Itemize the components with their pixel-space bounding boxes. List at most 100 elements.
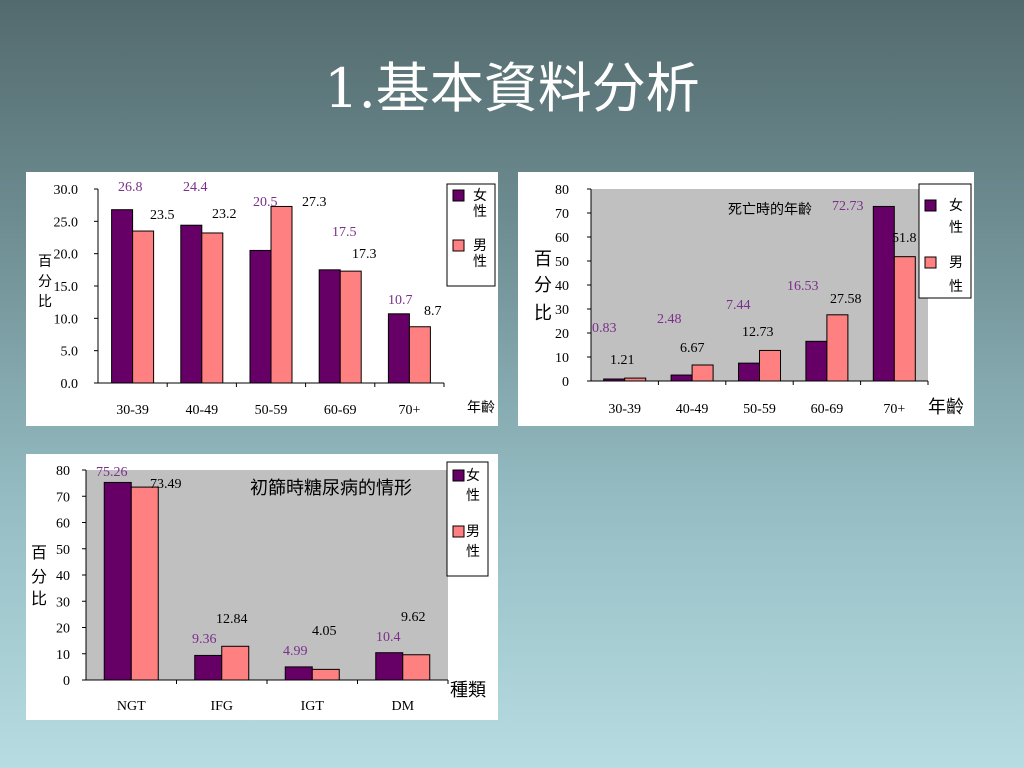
data-label-female: 0.83 bbox=[592, 321, 617, 336]
y-tick-label: 80 bbox=[56, 464, 70, 479]
bar-female bbox=[194, 654, 223, 681]
data-label-female: 75.26 bbox=[96, 465, 128, 480]
bar-male bbox=[201, 232, 224, 384]
data-label-female: 20.5 bbox=[253, 195, 278, 210]
y-tick-label: 40 bbox=[56, 569, 70, 584]
y-tick-label: 10.0 bbox=[54, 312, 79, 327]
bar-female bbox=[375, 652, 404, 681]
data-label-male: 27.58 bbox=[830, 292, 862, 307]
y-tick-label: 70 bbox=[555, 207, 569, 222]
y-tick-label: 20 bbox=[56, 622, 70, 637]
data-label-female: 10.7 bbox=[388, 293, 413, 308]
bar-female bbox=[249, 249, 272, 384]
y-tick-label: 0.0 bbox=[61, 377, 79, 392]
y-tick-label: 25.0 bbox=[54, 215, 79, 230]
chart-diabetes-screening: 初篩時糖尿病的情形 80 70 60 50 40 30 20 10 0 百分比 NGT IFG IGT DM… bbox=[31, 461, 489, 714]
x-tick-label: 40-49 bbox=[676, 402, 709, 417]
data-label-female: 4.99 bbox=[283, 644, 308, 659]
data-label-male: 27.3 bbox=[302, 195, 327, 210]
y-tick-label: 20.0 bbox=[54, 248, 79, 263]
bar-female bbox=[603, 378, 626, 382]
y-axis-label: 比 bbox=[534, 303, 552, 324]
bar-male bbox=[624, 377, 647, 382]
chart-panel-diabetes: 初篩時糖尿病的情形 80 70 60 50 40 30 20 10 0 百分比 NGT IFG IGT DM… bbox=[26, 454, 498, 720]
data-label-male: 4.05 bbox=[312, 624, 337, 639]
x-tick-label: IFG bbox=[210, 699, 233, 714]
y-tick-label: 40 bbox=[555, 279, 569, 294]
x-tick-label: 70+ bbox=[398, 403, 420, 418]
data-label-male: 23.2 bbox=[212, 207, 237, 222]
chart-death-age: 死亡時的年齡 80 70 60 50 40 30 20 10 0 百分比 30-39 40-49 50-5… bbox=[534, 183, 972, 418]
y-tick-label: 0 bbox=[63, 674, 70, 689]
data-label-female: 16.53 bbox=[787, 279, 819, 294]
bar-female bbox=[387, 313, 410, 384]
y-axis-label: 分 bbox=[31, 567, 47, 586]
bar-male bbox=[270, 205, 293, 384]
bar-male bbox=[339, 270, 362, 384]
chart-age-distribution: 30.0 25.0 20.0 15.0 10.0 5.0 0.0 百分比 30-39 40-49 5… bbox=[38, 180, 496, 418]
data-label-female: 10.4 bbox=[376, 630, 401, 645]
x-tick-label: 30-39 bbox=[608, 402, 641, 417]
x-tick-label: NGT bbox=[117, 699, 146, 714]
legend-label-male: 性 bbox=[473, 254, 487, 270]
data-label-male: 8.7 bbox=[424, 304, 442, 319]
y-tick-label: 10 bbox=[56, 648, 70, 663]
x-tick-label: DM bbox=[391, 699, 414, 714]
y-tick-label: 0 bbox=[562, 375, 569, 390]
bar-female bbox=[180, 224, 203, 384]
y-tick-label: 10 bbox=[555, 351, 569, 366]
bar-female bbox=[670, 374, 693, 382]
chart-title: 初篩時糖尿病的情形 bbox=[250, 478, 412, 499]
x-axis-label: 種類 bbox=[450, 680, 486, 701]
y-axis-label: 百 bbox=[38, 254, 52, 270]
legend-label-female: 性 bbox=[466, 488, 480, 504]
legend-swatch-male bbox=[924, 256, 937, 269]
data-label-female: 72.73 bbox=[832, 199, 864, 214]
x-tick-label: 70+ bbox=[883, 402, 905, 417]
bar-male bbox=[759, 349, 781, 382]
plot-area bbox=[591, 189, 928, 381]
y-tick-label: 15.0 bbox=[54, 280, 79, 295]
data-label-male: 6.67 bbox=[680, 341, 705, 356]
legend-swatch-male bbox=[452, 239, 465, 252]
legend-label-female: 女 bbox=[466, 467, 480, 484]
chart-panel-age: 30.0 25.0 20.0 15.0 10.0 5.0 0.0 百分比 30-39 40-49 5… bbox=[26, 172, 498, 426]
y-tick-label: 80 bbox=[555, 183, 569, 198]
bar-female bbox=[111, 209, 134, 384]
data-label-male: 9.62 bbox=[401, 610, 426, 625]
x-tick-label: 40-49 bbox=[185, 403, 218, 418]
data-label-male: 17.3 bbox=[352, 247, 377, 262]
y-tick-label: 50 bbox=[56, 543, 70, 558]
y-tick-label: 60 bbox=[56, 517, 70, 532]
x-tick-label: 60-69 bbox=[811, 402, 844, 417]
bar-male bbox=[402, 654, 431, 681]
x-tick-label: IGT bbox=[301, 699, 325, 714]
x-tick-label: 30-39 bbox=[116, 403, 149, 418]
x-axis-label: 年齡 bbox=[928, 397, 964, 418]
y-axis-label: 分 bbox=[534, 275, 552, 296]
y-tick-label: 30 bbox=[56, 595, 70, 610]
legend-label-female: 女 bbox=[949, 197, 963, 214]
legend-swatch-female bbox=[452, 469, 465, 482]
bar-male bbox=[826, 314, 849, 382]
legend-label-male: 性 bbox=[949, 279, 963, 295]
y-tick-label: 70 bbox=[56, 490, 70, 505]
legend-label-male: 性 bbox=[466, 544, 480, 560]
legend-label-male: 男 bbox=[949, 255, 963, 271]
y-axis-label: 百 bbox=[31, 543, 47, 562]
y-axis-label: 分 bbox=[38, 274, 52, 290]
y-axis-label: 百 bbox=[534, 249, 552, 270]
chart-panel-death-age: 死亡時的年齡 80 70 60 50 40 30 20 10 0 百分比 30-39 40-49 50-5… bbox=[518, 172, 974, 426]
bar-female bbox=[284, 666, 313, 681]
legend bbox=[446, 183, 496, 287]
data-label-male: 12.84 bbox=[216, 612, 248, 627]
legend-label-female: 性 bbox=[949, 220, 963, 236]
bar-female bbox=[738, 362, 760, 382]
legend-label-male: 男 bbox=[466, 524, 480, 540]
y-axis-label: 比 bbox=[38, 294, 52, 310]
data-label-female: 17.5 bbox=[332, 225, 357, 240]
legend-label-female: 性 bbox=[473, 204, 487, 220]
bar-female bbox=[103, 481, 132, 681]
data-label-male: 12.73 bbox=[742, 325, 774, 340]
y-axis-label: 比 bbox=[31, 589, 47, 608]
